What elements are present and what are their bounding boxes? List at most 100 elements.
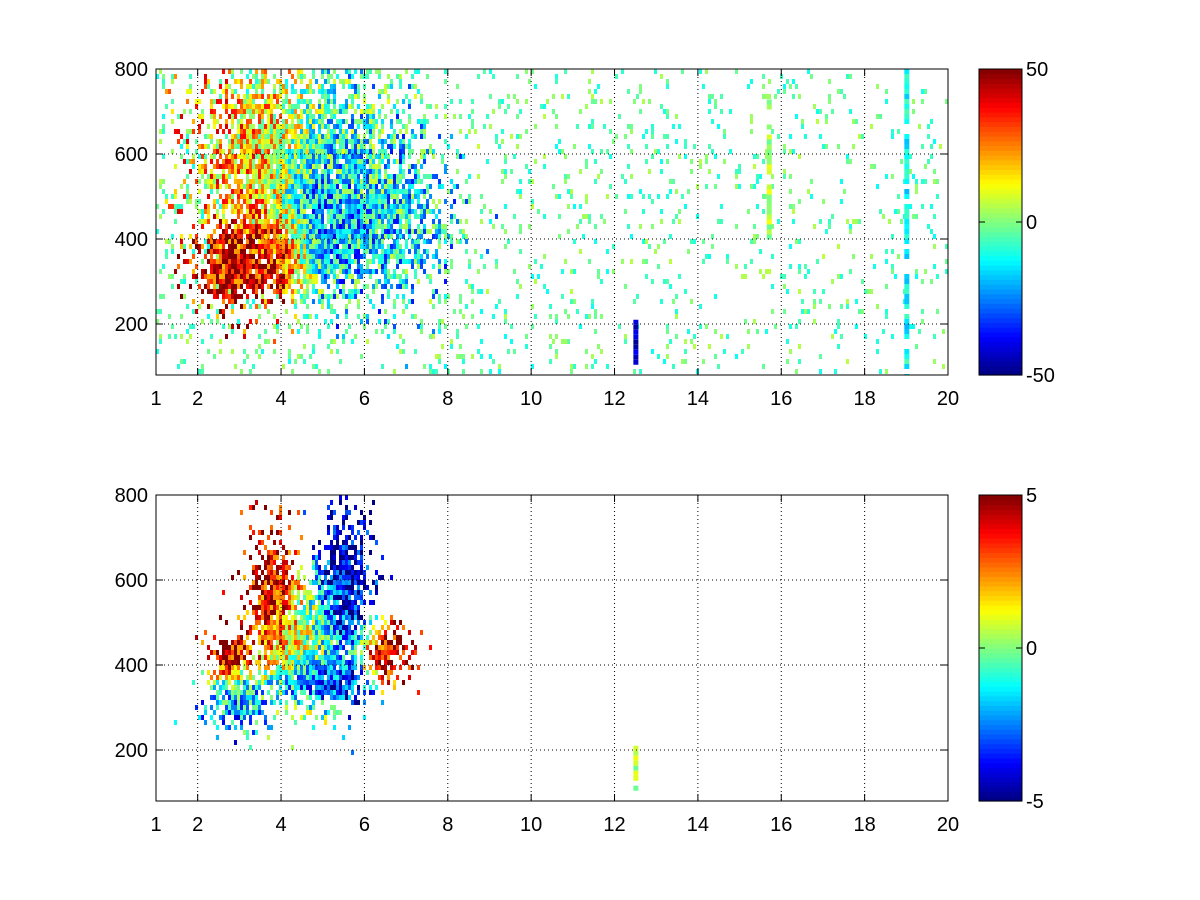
heatmap-cell — [225, 109, 228, 114]
heatmap-cell — [318, 675, 321, 680]
heatmap-cell — [222, 104, 225, 109]
heatmap-cell — [267, 109, 270, 114]
heatmap-cell — [246, 214, 249, 219]
heatmap-cell — [321, 229, 324, 234]
heatmap-cell — [195, 274, 198, 279]
heatmap-cell — [216, 269, 219, 274]
heatmap-cell — [330, 119, 333, 124]
heatmap-cell — [345, 144, 348, 149]
heatmap-cell — [519, 224, 522, 229]
heatmap-cell — [405, 284, 408, 289]
heatmap-cell — [870, 124, 873, 129]
heatmap-cell — [735, 184, 738, 189]
heatmap-cell — [324, 79, 327, 84]
heatmap-cell — [771, 184, 774, 189]
heatmap-cell — [261, 204, 264, 209]
heatmap-cell — [282, 119, 285, 124]
heatmap-cell — [303, 665, 306, 670]
heatmap-cell — [354, 254, 357, 259]
heatmap-cell — [399, 249, 402, 254]
heatmap-cell — [348, 269, 351, 274]
heatmap-cell — [270, 239, 273, 244]
heatmap-cell — [159, 179, 162, 184]
heatmap-cell — [327, 124, 330, 129]
heatmap-cell — [306, 169, 309, 174]
heatmap-cell — [219, 675, 222, 680]
heatmap-cell — [231, 284, 234, 289]
heatmap-cell — [372, 224, 375, 229]
heatmap-cell — [387, 154, 390, 159]
heatmap-cell — [306, 214, 309, 219]
heatmap-cell — [321, 244, 324, 249]
heatmap-cell — [234, 114, 237, 119]
heatmap-cell — [384, 264, 387, 269]
heatmap-cell — [408, 194, 411, 199]
heatmap-cell — [267, 339, 270, 344]
heatmap-cell — [315, 650, 318, 655]
heatmap-cell — [486, 114, 489, 119]
heatmap-cell — [267, 219, 270, 224]
heatmap-cell — [327, 254, 330, 259]
heatmap-cell — [342, 259, 345, 264]
heatmap-cell — [213, 184, 216, 189]
heatmap-cell — [174, 189, 177, 194]
heatmap-cell — [231, 164, 234, 169]
heatmap-cell — [294, 314, 297, 319]
heatmap-cell — [330, 204, 333, 209]
heatmap-cell — [273, 179, 276, 184]
heatmap-cell — [249, 119, 252, 124]
heatmap-cell — [255, 204, 258, 209]
heatmap-cell — [717, 364, 720, 369]
heatmap-cell — [543, 254, 546, 259]
heatmap-cell — [252, 129, 255, 134]
heatmap-cell — [303, 259, 306, 264]
heatmap-cell — [633, 99, 636, 104]
heatmap-cell — [261, 279, 264, 284]
heatmap-cell — [513, 214, 516, 219]
heatmap-cell — [849, 269, 852, 274]
heatmap-cell — [207, 349, 210, 354]
heatmap-cell — [324, 144, 327, 149]
heatmap-cell — [366, 209, 369, 214]
heatmap-cell — [285, 279, 288, 284]
heatmap-cell — [333, 550, 336, 555]
heatmap-cell — [381, 264, 384, 269]
heatmap-cell — [264, 229, 267, 234]
heatmap-cell — [276, 630, 279, 635]
heatmap-cell — [921, 319, 924, 324]
heatmap-cell — [258, 304, 261, 309]
heatmap-cell — [321, 104, 324, 109]
heatmap-cell — [366, 194, 369, 199]
heatmap-cell — [258, 114, 261, 119]
heatmap-cell — [318, 640, 321, 645]
heatmap-cell — [402, 174, 405, 179]
heatmap-cell — [327, 149, 330, 154]
heatmap-cell — [255, 570, 258, 575]
heatmap-cell — [513, 269, 516, 274]
heatmap-cell — [300, 74, 303, 79]
heatmap-cell — [591, 119, 594, 124]
heatmap-cell — [249, 229, 252, 234]
heatmap-cell — [516, 279, 519, 284]
heatmap-cell — [198, 179, 201, 184]
heatmap-cell — [396, 214, 399, 219]
heatmap-cell — [552, 109, 555, 114]
heatmap-cell — [276, 209, 279, 214]
heatmap-cell — [288, 159, 291, 164]
heatmap-cell — [321, 169, 324, 174]
heatmap-cell — [375, 169, 378, 174]
heatmap-cell — [519, 109, 522, 114]
heatmap-cell — [666, 354, 669, 359]
heatmap-cell — [276, 199, 279, 204]
heatmap-cell — [168, 204, 171, 209]
heatmap-cell — [273, 184, 276, 189]
heatmap-cell — [444, 199, 447, 204]
heatmap-cell — [318, 234, 321, 239]
heatmap-cell — [330, 590, 333, 595]
heatmap-cell — [195, 635, 198, 640]
heatmap-cell — [777, 89, 780, 94]
heatmap-cell — [240, 269, 243, 274]
colorbar-tick-label: 0 — [1026, 212, 1037, 234]
heatmap-cell — [333, 89, 336, 94]
heatmap-cell — [255, 625, 258, 630]
